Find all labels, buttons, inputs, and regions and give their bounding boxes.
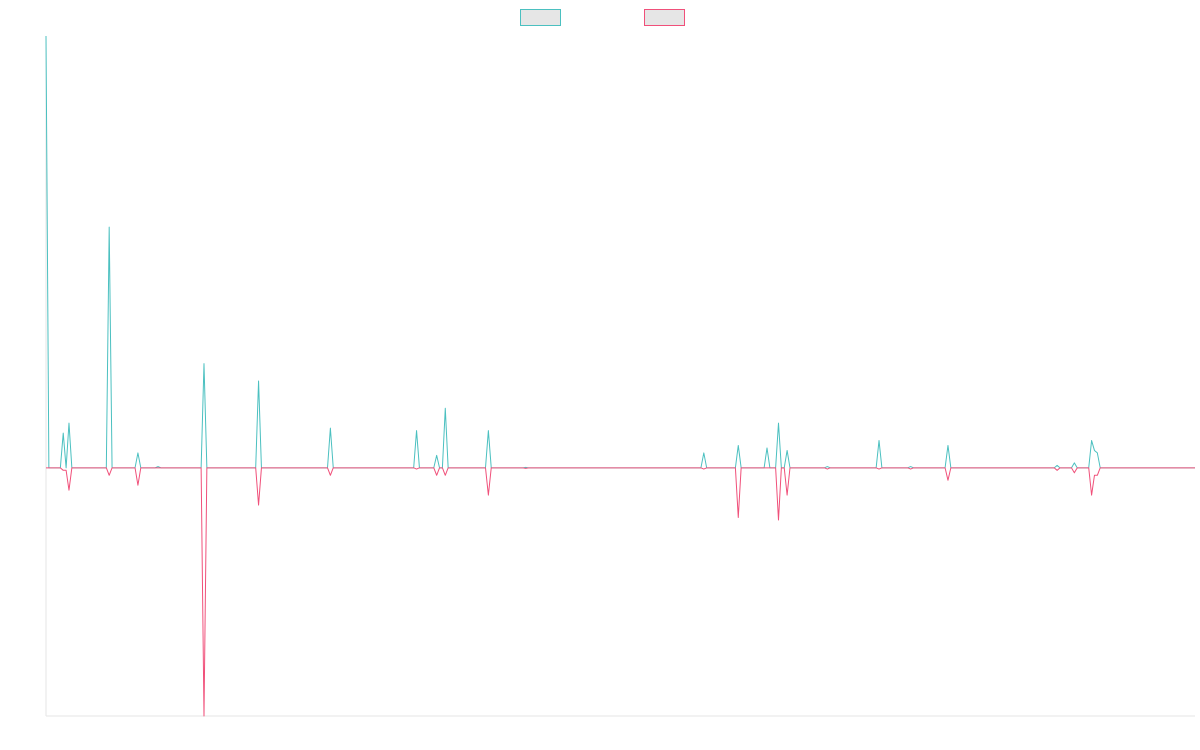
- series-line-2: [46, 467, 1195, 717]
- axes: [45, 36, 1195, 717]
- series-layer: [45, 35, 1195, 717]
- series-line-1: [45, 35, 1195, 469]
- legend-swatch-2[interactable]: [644, 9, 685, 26]
- legend: [520, 9, 685, 26]
- legend-swatch-1[interactable]: [520, 9, 561, 26]
